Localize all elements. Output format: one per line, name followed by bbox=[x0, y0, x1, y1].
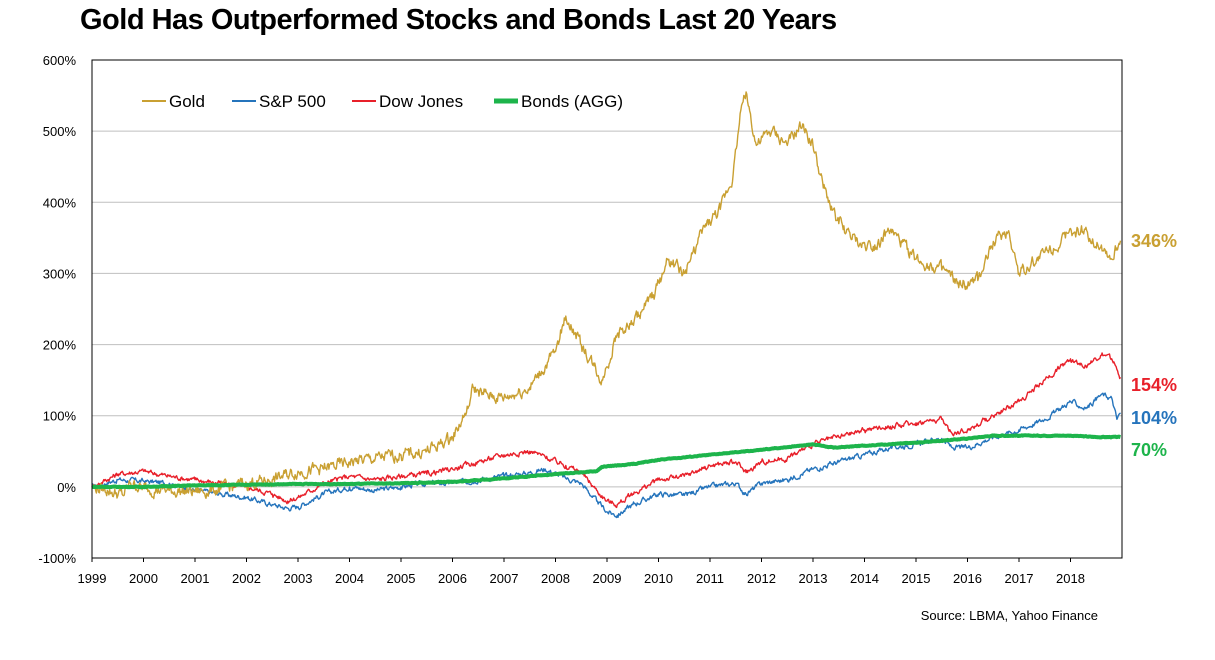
legend-label: S&P 500 bbox=[259, 92, 326, 111]
series-lines bbox=[90, 91, 1122, 519]
end-labels: 346% 104% 154% 70% bbox=[1131, 231, 1177, 460]
y-tick-label: 200% bbox=[43, 338, 77, 353]
x-tick-label: 2018 bbox=[1056, 571, 1085, 586]
y-tick-label: 500% bbox=[43, 124, 77, 139]
x-tick-label: 2003 bbox=[284, 571, 313, 586]
end-value-label: 346% bbox=[1131, 231, 1177, 251]
x-tick-label: 2011 bbox=[696, 571, 724, 586]
x-tick-label: 2012 bbox=[747, 571, 776, 586]
x-tick-label: 2013 bbox=[799, 571, 828, 586]
legend-label: Dow Jones bbox=[379, 92, 463, 111]
x-tick-label: 2009 bbox=[593, 571, 622, 586]
end-value-label: 154% bbox=[1131, 375, 1177, 395]
x-tick-label: 2001 bbox=[181, 571, 210, 586]
x-tick-label: 2004 bbox=[335, 571, 364, 586]
series-line-bonds-agg bbox=[90, 433, 1122, 490]
series-line-dow-jones bbox=[91, 352, 1122, 509]
chart-title: Gold Has Outperformed Stocks and Bonds L… bbox=[80, 4, 837, 36]
x-tick-label: 2006 bbox=[438, 571, 467, 586]
x-tick-label: 2007 bbox=[490, 571, 519, 586]
end-value-label: 70% bbox=[1131, 440, 1167, 460]
source-note: Source: LBMA, Yahoo Finance bbox=[920, 608, 1098, 623]
legend-label: Gold bbox=[169, 92, 205, 111]
y-tick-label: 100% bbox=[43, 409, 77, 424]
x-tick-label: 2010 bbox=[644, 571, 673, 586]
y-tick-label: 400% bbox=[43, 195, 77, 210]
y-tick-label: 0% bbox=[57, 480, 76, 495]
x-tick-label: 2005 bbox=[387, 571, 416, 586]
series-line-s-p-500 bbox=[91, 392, 1121, 519]
plot-frame bbox=[91, 59, 1123, 559]
y-axis-ticks: -100% 0% 100% 200% 300% 400% 500% 600% bbox=[38, 53, 76, 566]
y-tick-label: 600% bbox=[43, 53, 77, 68]
x-tick-label: 2002 bbox=[232, 571, 261, 586]
x-tick-label: 1999 bbox=[78, 571, 107, 586]
y-tick-label: -100% bbox=[38, 551, 76, 566]
y-tick-label: 300% bbox=[43, 266, 77, 281]
legend: Gold S&P 500 Dow Jones Bonds (AGG) bbox=[142, 92, 623, 111]
legend-label: Bonds (AGG) bbox=[521, 92, 623, 111]
x-tick-label: 2008 bbox=[541, 571, 570, 586]
x-tick-label: 2014 bbox=[850, 571, 879, 586]
x-axis-ticks: 1999 2000 2001 2002 2003 2004 2005 2006 2007 2008… bbox=[78, 558, 1085, 586]
x-tick-label: 2000 bbox=[129, 571, 158, 586]
end-value-label: 104% bbox=[1131, 408, 1177, 428]
x-tick-label: 2017 bbox=[1005, 571, 1034, 586]
x-tick-label: 2016 bbox=[953, 571, 982, 586]
x-tick-label: 2015 bbox=[902, 571, 931, 586]
